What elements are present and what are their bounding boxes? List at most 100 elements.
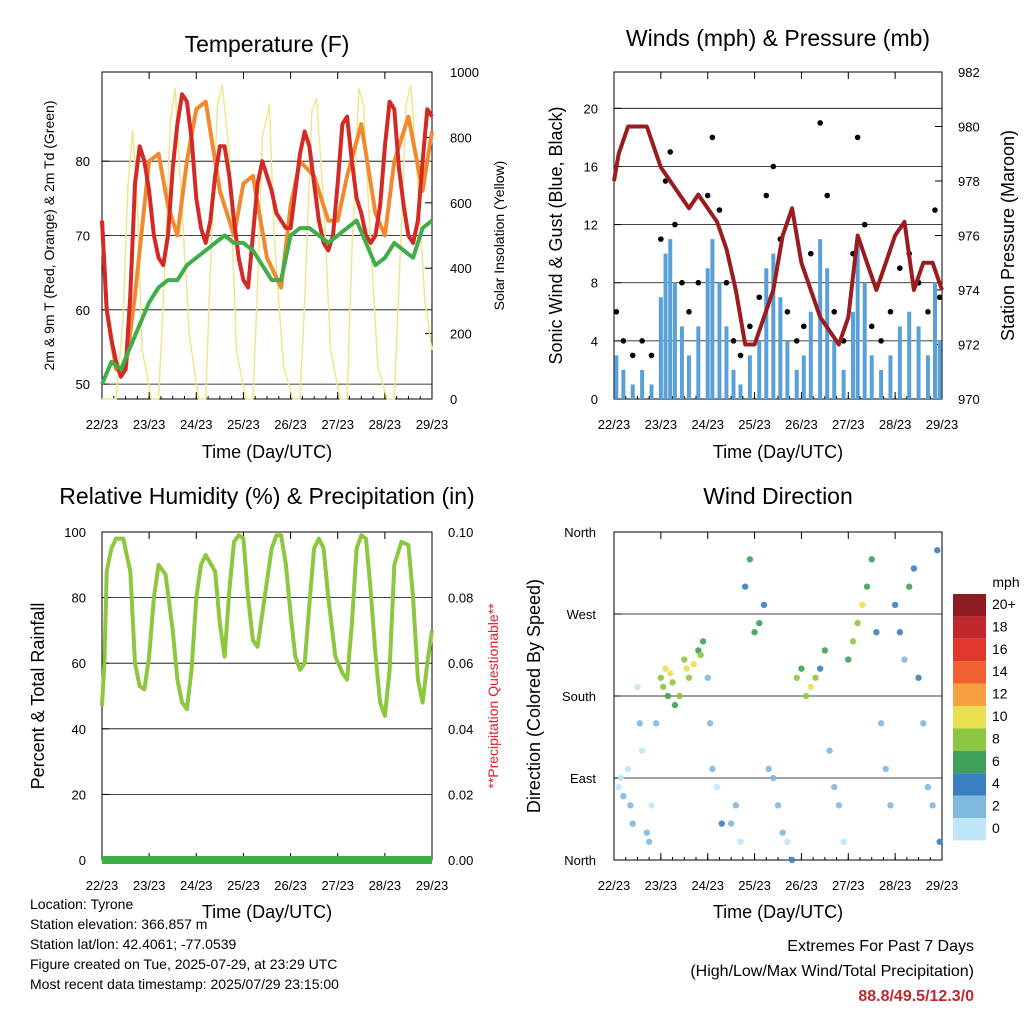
direction-point xyxy=(877,720,885,727)
series-line-0 xyxy=(102,84,433,400)
created-text: Figure created on Tue, 2025-07-29, at 23… xyxy=(30,956,338,972)
x-tick-label: 22/23 xyxy=(598,878,631,893)
colorbar-swatch xyxy=(953,795,986,818)
direction-point xyxy=(760,601,768,609)
gust-point xyxy=(817,120,823,126)
x-tick-label: 23/23 xyxy=(645,417,678,432)
direction-point xyxy=(920,720,927,727)
direction-point xyxy=(660,683,667,691)
colorbar-label: 18 xyxy=(992,618,1008,634)
direction-point xyxy=(845,656,852,663)
direction-point xyxy=(709,765,716,773)
direction-point xyxy=(798,665,805,672)
colorbar-label: 8 xyxy=(992,730,1000,746)
colorbar-swatch xyxy=(953,750,986,774)
colorbar-label: 14 xyxy=(992,663,1008,679)
direction-point xyxy=(835,802,843,809)
direction-point xyxy=(751,629,758,636)
colorbar-label: 16 xyxy=(992,641,1008,657)
y-tick-label-right: 600 xyxy=(450,196,472,211)
direction-point xyxy=(732,802,740,809)
direction-point xyxy=(615,783,622,791)
y-tick-label: 80 xyxy=(76,154,90,169)
x-tick-label: 24/23 xyxy=(180,878,213,893)
colorbar-title: mph xyxy=(992,574,1019,590)
y-tick-label: North xyxy=(564,525,596,540)
gust-point xyxy=(854,134,861,141)
panel-1: 22/23 23/23 24/23 25/23 26/23 27/23 28/23 29/23… xyxy=(546,25,1018,462)
y-tick-label-right: 1000 xyxy=(450,65,479,80)
direction-point xyxy=(718,820,725,827)
colorbar-swatch xyxy=(953,683,986,706)
x-tick-label: 22/23 xyxy=(86,878,119,893)
colorbar-label: 20+ xyxy=(992,596,1016,612)
direction-point xyxy=(643,829,650,836)
direction-point xyxy=(807,683,814,691)
gust-point xyxy=(737,352,744,359)
x-tick-label: 22/23 xyxy=(86,417,119,432)
x-tick-label: 29/23 xyxy=(416,417,449,432)
direction-point xyxy=(896,629,904,636)
y-tick-label-right: 0 xyxy=(450,392,457,407)
colorbar-swatch xyxy=(953,773,986,796)
x-tick-label: 25/23 xyxy=(738,417,771,432)
x-tick-label: 25/23 xyxy=(227,878,260,893)
gust-point xyxy=(756,294,763,301)
direction-point xyxy=(713,783,721,791)
colorbar-swatch xyxy=(953,594,986,617)
y-tick-label: West xyxy=(567,607,597,622)
y-tick-label: 0 xyxy=(79,853,86,868)
y-tick-label: 20 xyxy=(72,787,86,802)
gust-point xyxy=(925,309,931,315)
direction-point xyxy=(788,856,796,864)
direction-point xyxy=(756,619,763,627)
direction-point xyxy=(936,838,943,845)
direction-point xyxy=(699,638,707,645)
gust-point xyxy=(695,279,702,286)
y-tick-label-right: 972 xyxy=(958,338,980,353)
y-axis-label-right: Solar Insolation (Yellow) xyxy=(491,161,507,311)
y-tick-label-right: 400 xyxy=(450,261,472,276)
x-tick-label: 26/23 xyxy=(274,878,307,893)
station-info: Location: Tyrone Station elevation: 366.… xyxy=(30,894,339,994)
colorbar-label: 2 xyxy=(992,798,1000,814)
y-tick-label-right: 0.00 xyxy=(448,853,473,868)
direction-point xyxy=(617,774,625,782)
gust-point xyxy=(936,294,943,301)
direction-point xyxy=(704,674,711,681)
x-tick-label: 26/23 xyxy=(785,878,818,893)
gust-point xyxy=(629,352,636,359)
panel-2: 22/23 23/23 24/23 25/23 26/23 27/23 28/23 29/23… xyxy=(28,483,501,922)
x-axis-label: Time (Day/UTC) xyxy=(713,902,843,922)
x-tick-label: 23/23 xyxy=(133,417,166,432)
y-axis-label-right: **Precipitation Questionable** xyxy=(485,603,501,789)
series-line-3 xyxy=(100,218,434,385)
y-tick-label-right: 978 xyxy=(958,174,980,189)
y-tick-label: 4 xyxy=(591,334,598,349)
direction-point xyxy=(652,720,660,727)
direction-point xyxy=(770,774,777,782)
direction-point xyxy=(697,651,704,659)
y-tick-label-right: 200 xyxy=(450,327,472,342)
direction-point xyxy=(765,765,772,773)
y-tick-label: East xyxy=(570,771,596,786)
x-tick-label: 29/23 xyxy=(416,878,449,893)
y-tick-label-right: 0.08 xyxy=(448,591,473,606)
direction-point xyxy=(634,683,641,691)
gust-point xyxy=(679,279,685,286)
latlon-text: Station lat/lon: 42.4061; -77.0539 xyxy=(30,936,237,952)
colorbar-label: 0 xyxy=(992,820,1000,836)
chart-title: Temperature (F) xyxy=(185,31,350,57)
colorbar-swatch xyxy=(953,728,986,751)
location-text: Location: Tyrone xyxy=(30,896,134,912)
gust-point xyxy=(658,236,664,242)
y-tick-label: 40 xyxy=(72,722,86,737)
direction-point xyxy=(681,656,688,663)
extremes-box: Extremes For Past 7 Days (High/Low/Max W… xyxy=(690,934,974,1009)
direction-point xyxy=(746,556,754,563)
y-tick-label-right: 970 xyxy=(958,392,980,407)
x-tick-label: 29/23 xyxy=(926,417,959,432)
y-tick-label: 50 xyxy=(76,377,90,392)
direction-point xyxy=(742,583,749,590)
direction-point xyxy=(915,674,922,681)
